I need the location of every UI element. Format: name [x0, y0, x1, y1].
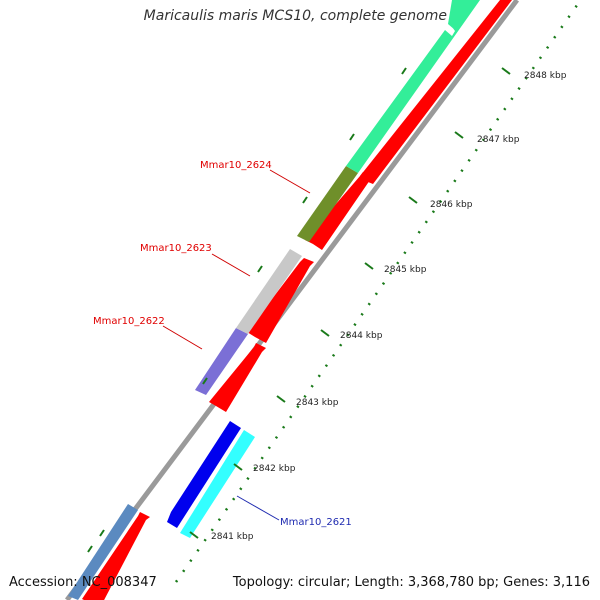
- scale-tick: [233, 463, 243, 471]
- accession-text: Accession: NC_008347: [9, 575, 157, 590]
- genome-backbone: [65, 0, 519, 600]
- cds-track-red: [82, 0, 512, 600]
- steelblue-cds[interactable]: [68, 504, 138, 600]
- scale-label: 2848 kbp: [524, 71, 567, 81]
- red-cds-arrow[interactable]: [247, 258, 314, 343]
- scale-dotted-line: [174, 0, 583, 583]
- scale-tick: [364, 262, 374, 270]
- scale-label: 2841 kbp: [211, 532, 254, 542]
- map-title: Maricaulis maris MCS10, complete genome: [143, 8, 447, 24]
- scale-label: 2847 kbp: [477, 135, 520, 145]
- scale-label: 2843 kbp: [296, 398, 339, 408]
- olive-cds[interactable]: [297, 166, 358, 242]
- scale-tick: [454, 131, 464, 139]
- gene-label-mmar10-2624[interactable]: Mmar10_2624: [200, 160, 272, 171]
- scale-label: 2842 kbp: [253, 464, 296, 474]
- scale-label: 2846 kbp: [430, 200, 473, 210]
- scale-tick: [501, 67, 511, 75]
- gene-label-mmar10-2622[interactable]: Mmar10_2622: [93, 316, 165, 327]
- slateblue-cds[interactable]: [195, 328, 248, 395]
- red-cds-arrow[interactable]: [305, 172, 373, 250]
- red-cds-arrow[interactable]: [360, 0, 512, 184]
- springgreen-cds-top[interactable]: [448, 0, 470, 30]
- blue-cds[interactable]: [167, 421, 241, 528]
- genome-summary: Topology: circular; Length: 3,368,780 bp…: [232, 575, 590, 590]
- gene-label-mmar10-2623[interactable]: Mmar10_2623: [140, 243, 212, 254]
- scale-tick: [276, 395, 286, 403]
- minor-ticks-left: [87, 67, 407, 553]
- cds-track-colored: [68, 0, 480, 600]
- springgreen-cds[interactable]: [346, 0, 480, 173]
- scale-ticks: 2841 kbp 2842 kbp 2843 kbp 2844 kbp 2845…: [189, 67, 567, 542]
- leader-line: [269, 169, 311, 194]
- gene-label-mmar10-2621[interactable]: Mmar10_2621: [280, 517, 352, 528]
- scale-tick: [189, 531, 199, 539]
- red-cds-arrow[interactable]: [209, 343, 266, 412]
- leader-line: [236, 495, 280, 521]
- scale-tick: [408, 196, 418, 204]
- cds-track-blue: [167, 421, 255, 538]
- leader-line: [211, 253, 251, 277]
- cyan-cds[interactable]: [180, 430, 255, 538]
- scale-label: 2844 kbp: [340, 331, 383, 341]
- scale-label: 2845 kbp: [384, 265, 427, 275]
- red-cds-arrow[interactable]: [82, 512, 150, 600]
- gene-labels: Mmar10_2624 Mmar10_2623 Mmar10_2622 Mmar…: [93, 160, 352, 528]
- leader-line: [162, 325, 203, 350]
- lightgray-cds[interactable]: [236, 249, 302, 334]
- scale-tick: [320, 329, 330, 337]
